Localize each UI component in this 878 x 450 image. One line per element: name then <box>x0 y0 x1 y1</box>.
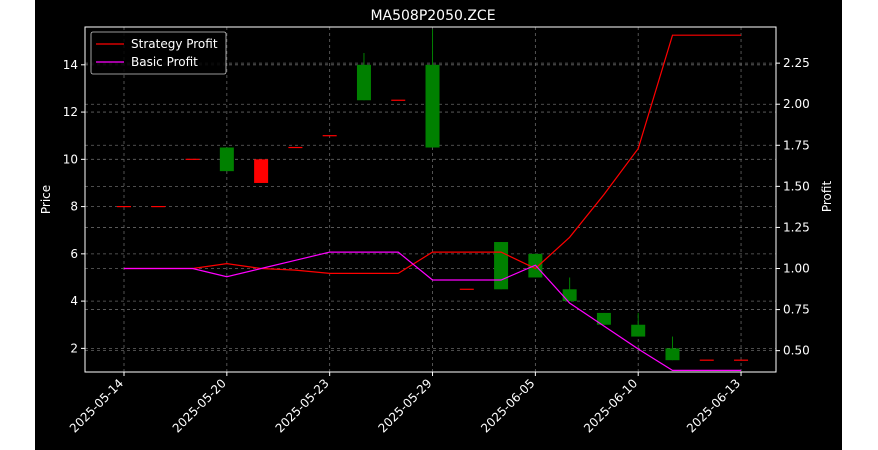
x-tick-label: 2025-06-13 <box>684 376 743 435</box>
x-tick-label: 2025-05-23 <box>273 376 332 435</box>
strategy-profit-line <box>124 34 741 274</box>
candle-body <box>425 64 440 148</box>
x-tick-label: 2025-06-05 <box>478 376 537 435</box>
y-tick-label-left: 14 <box>63 58 78 72</box>
y-tick-label-right: 1.50 <box>783 179 810 193</box>
candle-body <box>631 324 646 337</box>
x-tick-label: 2025-05-20 <box>170 376 229 435</box>
basic-profit-line <box>124 251 741 371</box>
x-tick-label: 2025-05-29 <box>375 376 434 435</box>
candle-body <box>596 312 611 325</box>
candle-body <box>494 242 509 290</box>
legend-label-basic: Basic Profit <box>131 55 198 69</box>
figure: MA508P2050.ZCE 2 4 6 8 10 12 14 0.50 0.75 1.00 1.2… <box>35 0 842 450</box>
candlestick-chart: MA508P2050.ZCE 2 4 6 8 10 12 14 0.50 0.75 1.00 1.2… <box>39 8 834 435</box>
y-tick-label-left: 10 <box>63 152 78 166</box>
y-tick-label-right: 0.75 <box>783 303 810 317</box>
y-axis-label-right: Profit <box>820 181 834 213</box>
y-axis-label-left: Price <box>39 185 53 214</box>
candle-body <box>219 147 234 172</box>
y-tick-label-right: 1.75 <box>783 138 810 152</box>
candle-body <box>562 289 577 302</box>
candle-body <box>254 159 269 183</box>
legend-box <box>90 31 227 75</box>
profit-lines <box>124 34 741 371</box>
y-tick-label-right: 1.00 <box>783 262 810 276</box>
y-tick-label-right: 2.00 <box>783 97 810 111</box>
candle-body <box>356 64 371 101</box>
x-tick-label: 2025-06-10 <box>581 376 640 435</box>
x-tick-label: 2025-05-14 <box>67 376 126 435</box>
y-tick-label-right: 2.25 <box>783 56 810 70</box>
plot-frame <box>84 26 777 373</box>
legend: Strategy Profit Basic Profit <box>90 31 227 75</box>
y-tick-label-left: 6 <box>70 247 78 261</box>
y-tick-label-left: 12 <box>63 105 78 119</box>
candle-body <box>665 348 680 361</box>
legend-label-strategy: Strategy Profit <box>131 37 218 51</box>
y-tick-label-right: 1.25 <box>783 220 810 234</box>
y-tick-label-left: 4 <box>70 294 78 308</box>
y-tick-label-left: 8 <box>70 200 78 214</box>
y-tick-label-left: 2 <box>70 341 78 355</box>
chart-title: MA508P2050.ZCE <box>370 8 495 24</box>
y-tick-label-right: 0.50 <box>783 344 810 358</box>
